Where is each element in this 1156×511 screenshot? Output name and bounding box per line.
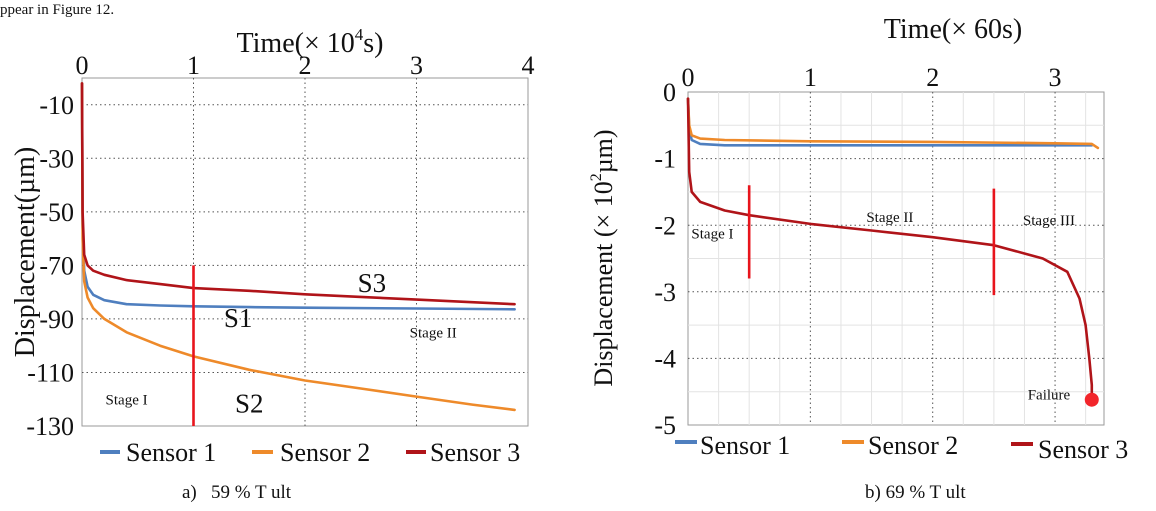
annotation-stage-ii: Stage II: [866, 210, 913, 226]
chart-b: Stage II Stage III Stage I Failure 0 1 2 3 0 -1 -…: [588, 14, 1128, 503]
legend-label-sensor-1: Sensor 1: [700, 431, 790, 460]
series-line-sensor-3: [80, 82, 516, 306]
annotation-stage-iii: Stage III: [1023, 213, 1075, 229]
chart-b-ticks: 0 1 2 3 0 -1 -2 -3 -4 -5: [654, 63, 1061, 440]
legend-label-sensor-3: Sensor 3: [430, 438, 520, 467]
x-tick-label: 2: [926, 63, 939, 92]
y-tick-label: -3: [654, 278, 676, 307]
y-tick-label: -110: [27, 359, 74, 388]
chart-a-legend: Sensor 1 Sensor 2 Sensor 3: [100, 438, 520, 467]
annotation-s1: S1: [224, 303, 253, 333]
header-text: ppear in Figure 12.: [0, 2, 114, 18]
legend-label-sensor-3: Sensor 3: [1038, 435, 1128, 464]
chart-a-caption: a) 59 % T ult: [182, 482, 292, 503]
x-tick-label: 2: [299, 51, 312, 80]
y-tick-label: -4: [654, 345, 676, 374]
x-tick-label: 1: [804, 63, 817, 92]
y-tick-label: -70: [39, 251, 74, 280]
annotation-stage-ii: Stage II: [410, 326, 457, 342]
chart-b-y-axis-title: Displacement (× 102µm): [588, 129, 618, 386]
legend-label-sensor-1: Sensor 1: [126, 438, 216, 467]
failure-point-marker: [1084, 392, 1099, 407]
x-tick-label: 3: [1049, 63, 1062, 92]
y-tick-label: 0: [663, 78, 676, 107]
annotation-failure: Failure: [1028, 388, 1071, 404]
chart-b-x-axis-title: Time(× 60s): [884, 14, 1022, 45]
annotation-stage-i: Stage I: [106, 393, 148, 409]
x-tick-label: 4: [522, 51, 535, 80]
series-line-sensor-2: [80, 82, 516, 412]
y-tick-label: -50: [39, 198, 74, 227]
y-tick-label: -2: [654, 211, 676, 240]
chart-a-series-group: [80, 82, 516, 412]
series-line-sensor-3: [686, 97, 1094, 404]
y-tick-label: -1: [654, 145, 676, 174]
chart-a-y-axis-title: Displacement(µm): [10, 147, 41, 358]
chart-a-plot-area: [81, 77, 529, 427]
chart-a-annotations: S3 S1 S2 Stage II Stage I: [106, 265, 457, 426]
annotation-stage-i: Stage I: [691, 227, 733, 243]
x-tick-label: 0: [682, 63, 695, 92]
chart-b-legend: Sensor 1 Sensor 2 Sensor 3: [675, 431, 1128, 464]
x-tick-label: 1: [187, 51, 200, 80]
x-tick-label: 3: [410, 51, 423, 80]
chart-b-series-group: [686, 97, 1100, 404]
y-tick-label: -5: [654, 411, 676, 440]
chart-a-ticks: 0 1 2 3 4 -10 -30 -50 -70 -90 -110 -130: [26, 51, 534, 441]
y-tick-label: -10: [39, 91, 74, 120]
y-tick-label: -90: [39, 305, 74, 334]
annotation-s2: S2: [235, 389, 264, 419]
annotation-s3: S3: [358, 268, 387, 298]
chart-a-x-axis-title: Time(× 104s): [237, 25, 384, 59]
chart-b-gridlines: [688, 92, 1104, 425]
legend-label-sensor-2: Sensor 2: [280, 438, 370, 467]
y-tick-label: -130: [26, 412, 74, 441]
x-tick-label: 0: [76, 51, 89, 80]
series-line-sensor-2: [686, 97, 1100, 150]
legend-label-sensor-2: Sensor 2: [868, 431, 958, 460]
chart-b-caption: b) 69 % T ult: [865, 482, 966, 503]
chart-a: S3 S1 S2 Stage II Stage I 0 1 2 3 4 -10 -30 -50 -70 -…: [10, 25, 535, 503]
chart-b-annotations: Stage II Stage III Stage I Failure: [691, 185, 1099, 407]
y-tick-label: -30: [39, 144, 74, 173]
